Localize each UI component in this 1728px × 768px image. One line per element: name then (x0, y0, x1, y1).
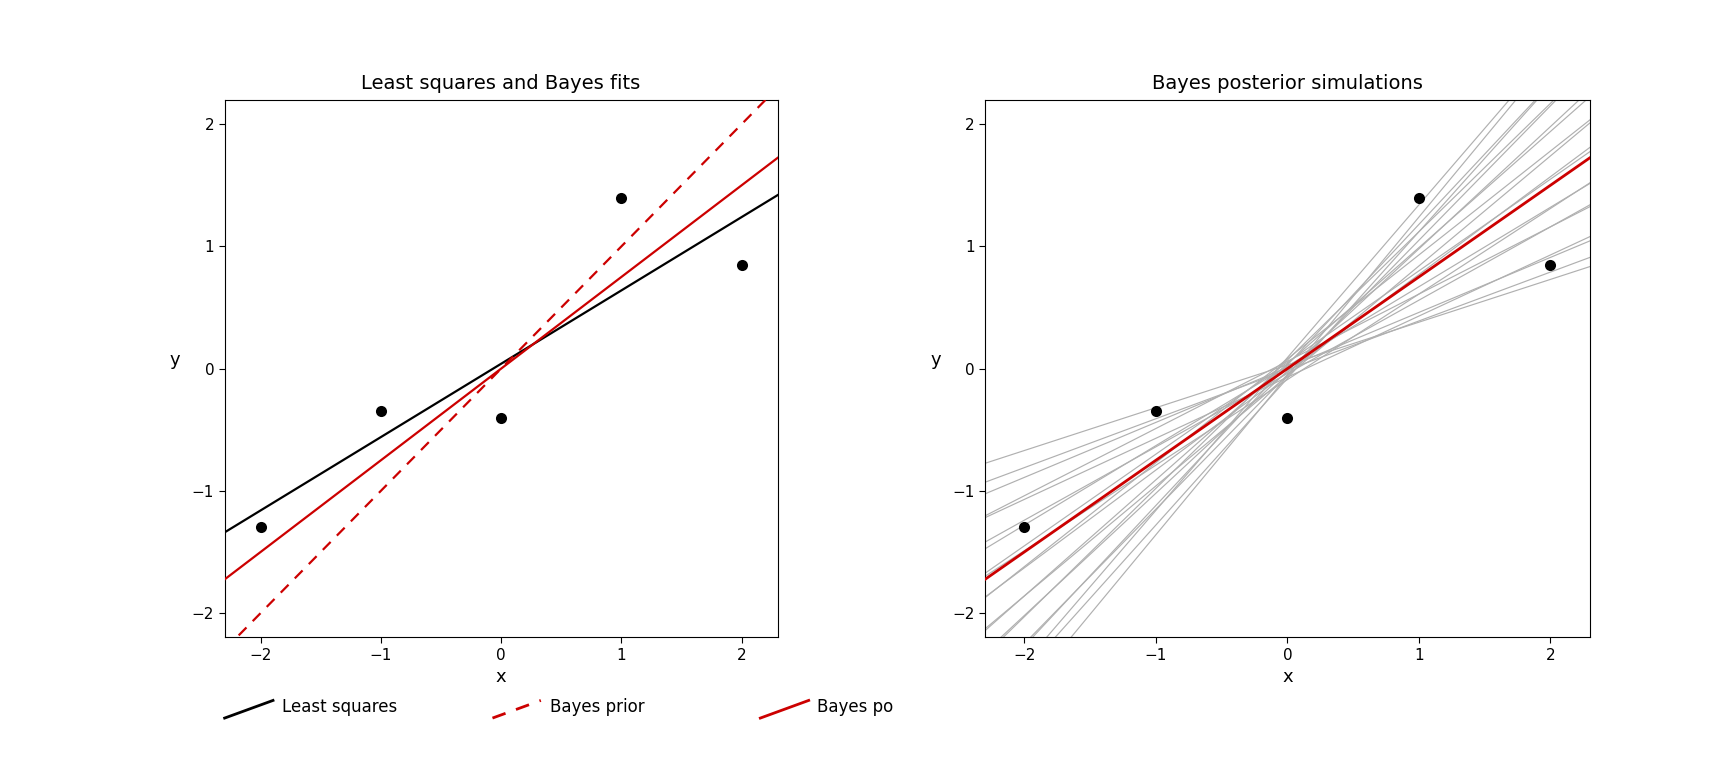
Point (1011, 521, 1039, 534)
Point (727, 259, 755, 271)
Point (1536, 259, 1564, 271)
Y-axis label: y: y (169, 351, 180, 369)
Title: Bayes posterior simulations: Bayes posterior simulations (1153, 74, 1422, 93)
X-axis label: x: x (496, 668, 506, 687)
Point (247, 521, 275, 534)
Point (366, 406, 394, 418)
Point (1405, 191, 1433, 204)
Text: Bayes po: Bayes po (817, 698, 893, 716)
Point (608, 191, 636, 204)
Point (487, 412, 515, 424)
Y-axis label: y: y (930, 351, 940, 369)
Point (1142, 406, 1170, 418)
Title: Least squares and Bayes fits: Least squares and Bayes fits (361, 74, 641, 93)
X-axis label: x: x (1282, 668, 1293, 687)
Text: Bayes prior: Bayes prior (550, 698, 645, 716)
Point (1274, 412, 1301, 424)
Text: Least squares: Least squares (282, 698, 397, 716)
